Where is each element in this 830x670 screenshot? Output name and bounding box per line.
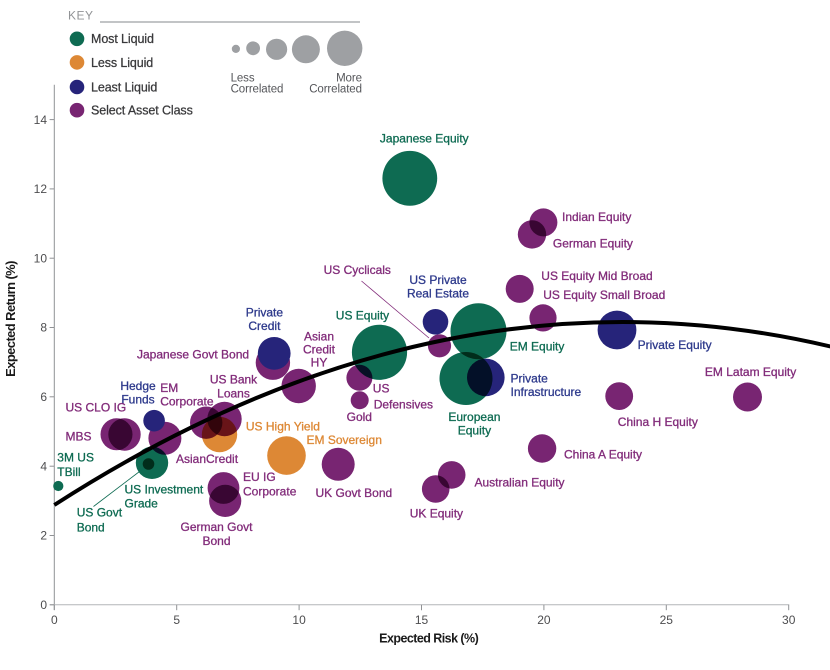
svg-text:10: 10 [292,613,306,627]
svg-text:China A Equity: China A Equity [564,448,642,462]
svg-text:US CLO IG: US CLO IG [66,400,127,414]
svg-text:EM Sovereign: EM Sovereign [307,433,382,447]
svg-text:UK Govt Bond: UK Govt Bond [316,486,393,500]
svg-text:30: 30 [782,613,796,627]
svg-text:Australian Equity: Australian Equity [475,475,565,489]
svg-text:US Private: US Private [409,273,467,287]
svg-text:25: 25 [660,613,674,627]
svg-text:Grade: Grade [125,497,159,511]
svg-text:4: 4 [40,459,47,473]
svg-text:EM: EM [160,381,178,395]
svg-text:More: More [336,72,362,84]
svg-text:Select Asset Class: Select Asset Class [91,104,193,118]
svg-text:Indian Equity: Indian Equity [562,210,631,224]
svg-text:US Equity: US Equity [336,308,389,322]
svg-text:Expected Return (%): Expected Return (%) [3,261,18,377]
svg-text:Infrastructure: Infrastructure [511,385,582,399]
svg-text:US Investment: US Investment [125,483,204,497]
svg-text:Least Liquid: Least Liquid [91,80,157,94]
svg-text:EU IG: EU IG [243,470,276,484]
svg-text:Expected Risk (%): Expected Risk (%) [379,631,478,645]
svg-text:Asian: Asian [304,329,334,343]
svg-text:Credit: Credit [248,319,281,333]
svg-text:Private: Private [511,371,549,385]
svg-text:Equity: Equity [458,423,491,437]
svg-text:Bond: Bond [77,520,105,534]
svg-text:14: 14 [34,113,48,127]
svg-text:TBill: TBill [57,465,80,479]
svg-text:Private Equity: Private Equity [638,338,712,352]
svg-text:Japanese Govt Bond: Japanese Govt Bond [137,348,249,362]
svg-text:US Bank: US Bank [210,373,258,387]
svg-text:Private: Private [246,306,284,320]
svg-text:Bond: Bond [202,534,230,548]
svg-text:US Cyclicals: US Cyclicals [324,263,391,277]
svg-text:8: 8 [40,321,47,335]
svg-text:Corporate: Corporate [243,485,297,499]
svg-text:EM Latam Equity: EM Latam Equity [705,365,796,379]
svg-text:3M US: 3M US [57,450,94,464]
svg-text:Real Estate: Real Estate [407,287,469,301]
svg-text:EM Equity: EM Equity [510,340,565,354]
svg-text:US Govt: US Govt [77,506,123,520]
svg-text:Defensives: Defensives [374,398,433,412]
svg-text:Hedge: Hedge [120,379,156,393]
svg-text:12: 12 [34,182,48,196]
svg-text:China H Equity: China H Equity [618,415,698,429]
svg-text:Funds: Funds [121,393,154,407]
svg-text:Correlated: Correlated [309,84,362,96]
svg-text:Corporate: Corporate [160,395,214,409]
svg-text:0: 0 [51,613,58,627]
svg-text:UK Equity: UK Equity [410,506,463,520]
svg-text:20: 20 [537,613,551,627]
svg-text:HY: HY [311,356,328,370]
svg-text:Correlated: Correlated [231,84,284,96]
svg-text:6: 6 [40,390,47,404]
svg-text:US Equity Small Broad: US Equity Small Broad [543,288,665,302]
svg-text:Most Liquid: Most Liquid [91,32,154,46]
svg-text:5: 5 [173,613,180,627]
svg-text:KEY: KEY [68,9,94,23]
svg-text:2: 2 [40,529,47,543]
svg-text:0: 0 [40,598,47,612]
svg-text:US: US [373,382,390,396]
svg-text:German Govt: German Govt [180,520,253,534]
svg-text:Less Liquid: Less Liquid [91,56,153,70]
svg-text:Loans: Loans [217,387,250,401]
svg-text:AsianCredit: AsianCredit [176,452,239,466]
svg-text:10: 10 [34,251,48,265]
svg-text:MBS: MBS [66,429,92,443]
svg-text:Credit: Credit [303,343,336,357]
svg-text:Less: Less [231,72,255,84]
svg-text:Gold: Gold [347,410,372,424]
svg-text:German Equity: German Equity [553,236,633,250]
svg-text:US High Yield: US High Yield [246,420,320,434]
svg-text:15: 15 [415,613,429,627]
svg-text:Japanese Equity: Japanese Equity [380,132,469,146]
svg-text:US Equity Mid Broad: US Equity Mid Broad [541,269,652,283]
svg-text:European: European [448,410,500,424]
